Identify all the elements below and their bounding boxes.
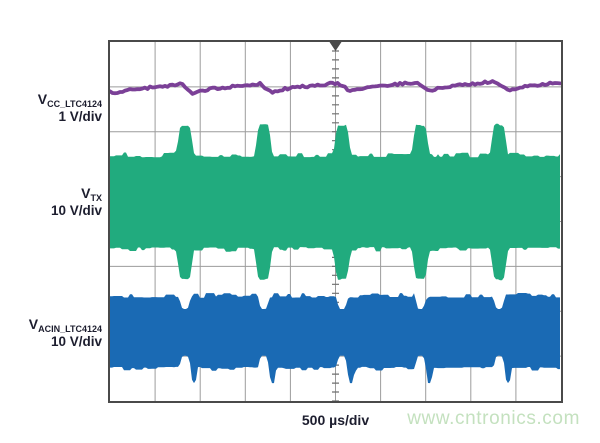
trace-vtx — [110, 123, 560, 281]
timebase-label: 500 µs/div — [301, 412, 370, 428]
channel-name-vacin: VACIN_LTC4124 — [0, 317, 102, 335]
channel-name-vtx: VTX — [0, 186, 102, 204]
trace-vacin — [110, 293, 560, 384]
trace-vcc — [110, 79, 561, 96]
channel-subscript-vacin: ACIN_LTC4124 — [38, 324, 102, 334]
trigger-marker — [329, 42, 342, 51]
scope-plot — [108, 40, 563, 403]
channel-scale-vcc: 1 V/div — [58, 108, 102, 124]
channel-symbol-vacin: V — [28, 316, 39, 332]
channel-subscript-vcc: CC_LTC4124 — [47, 99, 102, 109]
scope-canvas — [110, 42, 561, 401]
channel-label-vacin: VACIN_LTC4124 10 V/div — [0, 317, 102, 349]
channel-symbol-vcc: V — [37, 91, 48, 107]
channel-subscript-vtx: TX — [90, 193, 102, 203]
watermark: www.cntronics.com — [407, 408, 580, 429]
channel-scale-vacin: 10 V/div — [50, 333, 102, 349]
channel-name-vcc: VCC_LTC4124 — [0, 92, 102, 110]
channel-scale-vtx: 10 V/div — [50, 202, 102, 218]
channel-label-vtx: VTX 10 V/div — [0, 186, 102, 218]
channel-symbol-vtx: V — [81, 185, 91, 201]
channel-label-vcc: VCC_LTC4124 1 V/div — [0, 92, 102, 124]
